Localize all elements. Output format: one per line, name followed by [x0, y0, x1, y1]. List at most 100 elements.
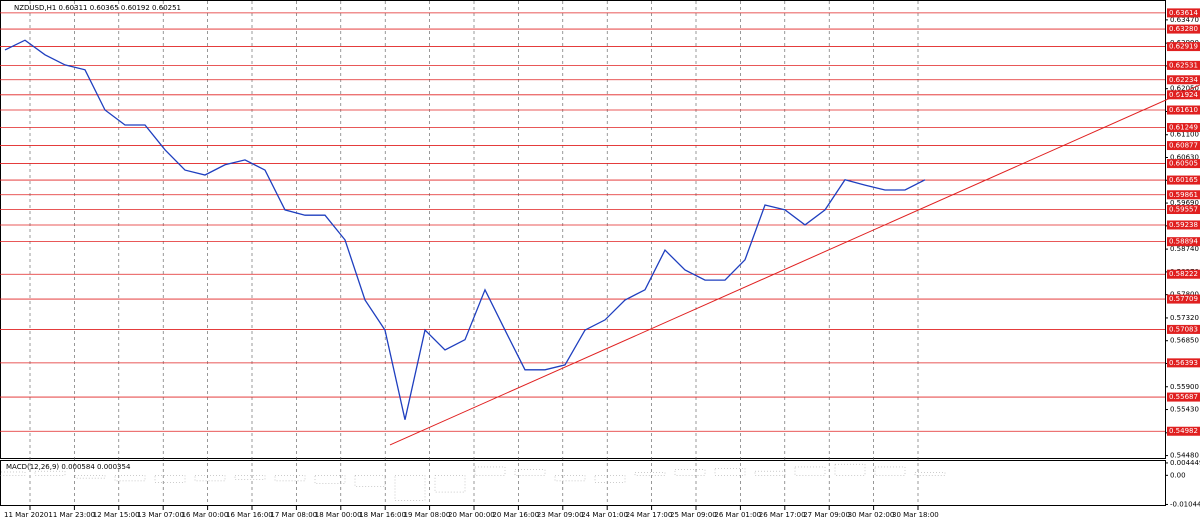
- macd-bar: [594, 475, 626, 483]
- level-label: 0.62234: [1169, 76, 1198, 84]
- time-label: 18 Mar 16:00: [359, 511, 406, 519]
- time-label: 20 Mar 16:00: [492, 511, 539, 519]
- level-label: 0.58894: [1169, 238, 1198, 246]
- time-label: 20 Mar 00:00: [448, 511, 495, 519]
- macd-header: MACD(12,26,9) 0.000584 0.000354: [6, 463, 131, 471]
- level-label: 0.62531: [1169, 61, 1198, 69]
- time-label: 24 Mar 01:00: [581, 511, 628, 519]
- time-label: 12 Mar 15:00: [93, 511, 140, 519]
- time-label: 16 Mar 16:00: [226, 511, 273, 519]
- time-label: 16 Mar 00:00: [182, 511, 229, 519]
- time-label: 30 Mar 02:00: [848, 511, 895, 519]
- time-label: 24 Mar 17:00: [626, 511, 673, 519]
- level-tag: [1167, 141, 1200, 151]
- macd-bar: [74, 475, 106, 479]
- macd-bar: [634, 472, 666, 476]
- macd-tick-label: 0.004449: [1170, 459, 1200, 467]
- price-tick-label: 0.62050: [1170, 85, 1199, 93]
- time-label: 19 Mar 08:00: [404, 511, 451, 519]
- macd-bar: [314, 475, 346, 484]
- level-tag: [1167, 24, 1200, 34]
- level-tag: [1167, 123, 1200, 133]
- macd-tick-label: 0.00: [1170, 471, 1186, 479]
- macd-bar: [674, 469, 706, 476]
- level-label: 0.55687: [1169, 393, 1198, 401]
- macd-tick-label: -0.010448: [1170, 500, 1200, 508]
- level-tag: [1167, 42, 1200, 52]
- level-label: 0.61610: [1169, 106, 1198, 114]
- level-label: 0.63280: [1169, 25, 1198, 33]
- price-tick-label: 0.63470: [1170, 16, 1199, 24]
- time-label: 18 Mar 00:00: [315, 511, 362, 519]
- level-label: 0.63614: [1169, 9, 1198, 17]
- time-label: 26 Mar 17:00: [759, 511, 806, 519]
- price-tick-label: 0.56850: [1170, 337, 1199, 345]
- level-tag: [1167, 426, 1200, 436]
- time-label: 11 Mar 2020: [4, 511, 48, 519]
- level-tag: [1167, 175, 1200, 185]
- macd-bar: [794, 466, 826, 476]
- price-line: [4, 39, 926, 420]
- level-tag: [1167, 358, 1200, 368]
- macd-bar: [514, 469, 546, 476]
- level-label: 0.54982: [1169, 427, 1198, 435]
- level-label: 0.60165: [1169, 176, 1198, 184]
- price-tick-label: 0.55430: [1170, 406, 1199, 414]
- level-tag: [1167, 294, 1200, 304]
- level-label: 0.59861: [1169, 191, 1198, 199]
- macd-bar: [274, 475, 306, 482]
- macd-bar: [394, 475, 426, 501]
- level-label: 0.59557: [1169, 206, 1198, 214]
- time-label: 30 Mar 18:00: [892, 511, 939, 519]
- level-label: 0.56393: [1169, 359, 1198, 367]
- level-label: 0.60877: [1169, 142, 1198, 150]
- symbol-header: NZDUSD,H1 0.60311 0.60365 0.60192 0.6025…: [14, 4, 181, 12]
- macd-bar: [354, 475, 386, 487]
- level-label: 0.61249: [1169, 124, 1198, 132]
- price-tick-label: 0.59690: [1170, 199, 1199, 207]
- level-tag: [1167, 60, 1200, 70]
- macd-bar: [914, 472, 946, 476]
- time-label: 25 Mar 09:00: [670, 511, 717, 519]
- time-label: 11 Mar 23:00: [48, 511, 95, 519]
- level-tag: [1167, 220, 1200, 230]
- price-tick-label: 0.60630: [1170, 154, 1199, 162]
- level-label: 0.58222: [1169, 270, 1198, 278]
- time-label: 17 Mar 08:00: [270, 511, 317, 519]
- price-tick-label: 0.58740: [1170, 245, 1199, 253]
- macd-bar: [474, 466, 506, 476]
- time-label: 23 Mar 09:00: [537, 511, 584, 519]
- time-label: 26 Mar 01:00: [714, 511, 761, 519]
- level-label: 0.57709: [1169, 295, 1198, 303]
- level-tag: [1167, 269, 1200, 279]
- level-tag: [1167, 237, 1200, 247]
- level-label: 0.60505: [1169, 160, 1198, 168]
- macd-bar: [0, 471, 26, 476]
- level-tag: [1167, 159, 1200, 169]
- level-tag: [1167, 8, 1200, 18]
- trend-line: [389, 84, 1200, 446]
- macd-bar: [234, 475, 266, 480]
- macd-bar: [434, 475, 466, 493]
- macd-bar: [554, 475, 586, 482]
- level-tag: [1167, 190, 1200, 200]
- level-tag: [1167, 90, 1200, 100]
- level-tag: [1167, 392, 1200, 402]
- level-tag: [1167, 324, 1200, 334]
- level-label: 0.59238: [1169, 221, 1198, 229]
- level-tag: [1167, 75, 1200, 85]
- level-tag: [1167, 205, 1200, 215]
- macd-bar: [154, 475, 186, 483]
- macd-bar: [874, 466, 906, 476]
- level-label: 0.62919: [1169, 43, 1198, 51]
- price-tick-label: 0.54480: [1170, 452, 1199, 460]
- price-tick-label: 0.55900: [1170, 383, 1199, 391]
- macd-bar: [834, 463, 866, 476]
- level-tag: [1167, 105, 1200, 115]
- macd-bar: [114, 475, 146, 482]
- level-label: 0.61924: [1169, 91, 1198, 99]
- time-label: 13 Mar 07:00: [137, 511, 184, 519]
- macd-bar: [34, 470, 66, 476]
